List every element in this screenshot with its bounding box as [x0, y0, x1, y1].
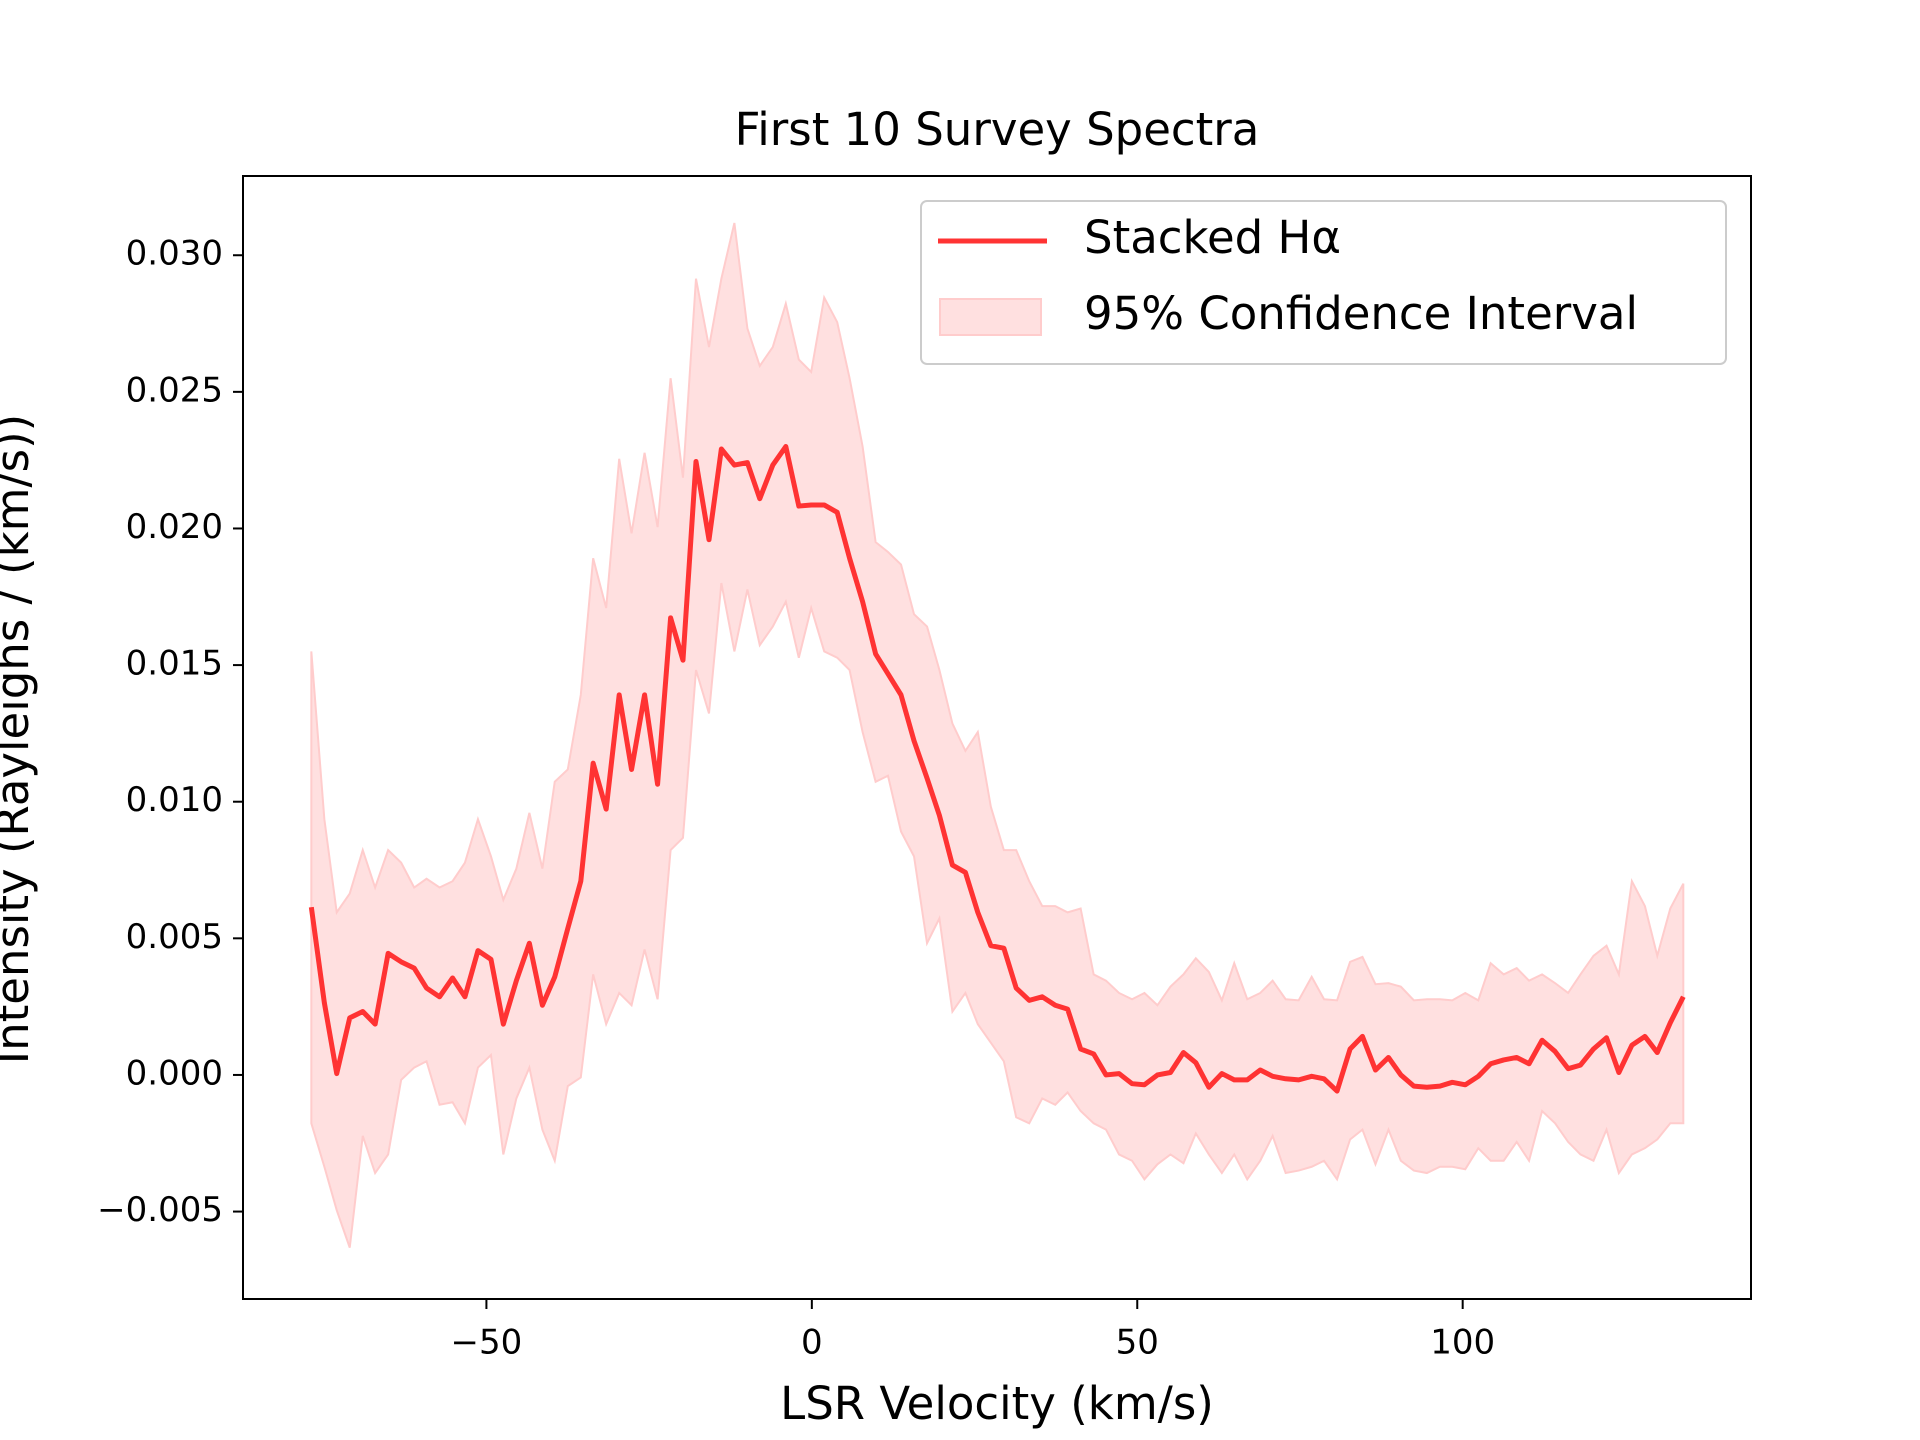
- chart-title: First 10 Survey Spectra: [735, 103, 1260, 156]
- y-tick-label: −0.005: [97, 1190, 223, 1230]
- confidence-band: [310, 222, 1685, 1248]
- legend-label: Stacked Hα: [1084, 211, 1341, 264]
- x-tick-label: 0: [801, 1323, 823, 1363]
- line: [308, 444, 1686, 1094]
- x-tick-label: 100: [1430, 1323, 1495, 1363]
- x-tick-label: −50: [451, 1323, 523, 1363]
- legend-box: [920, 200, 1727, 365]
- x-tick-label: 50: [1116, 1323, 1159, 1363]
- y-tick-label: 0.010: [126, 780, 223, 820]
- y-tick-label: 0.005: [126, 917, 223, 957]
- legend-swatch: [939, 298, 1042, 336]
- x-axis-label: LSR Velocity (km/s): [780, 1377, 1214, 1430]
- legend: Stacked Hα 95% Confidence Interval: [920, 200, 1727, 365]
- y-tick-label: 0.030: [126, 234, 223, 274]
- y-tick-label: 0.020: [126, 507, 223, 547]
- plot-frame: [242, 175, 1752, 1300]
- legend-label: 95% Confidence Interval: [1084, 287, 1638, 340]
- y-axis-label: Intensity (Rayleighs / (km/s)): [0, 414, 39, 1064]
- y-tick-label: 0.025: [126, 370, 223, 410]
- y-tick-label: 0.000: [126, 1053, 223, 1093]
- y-tick-label: 0.015: [126, 644, 223, 684]
